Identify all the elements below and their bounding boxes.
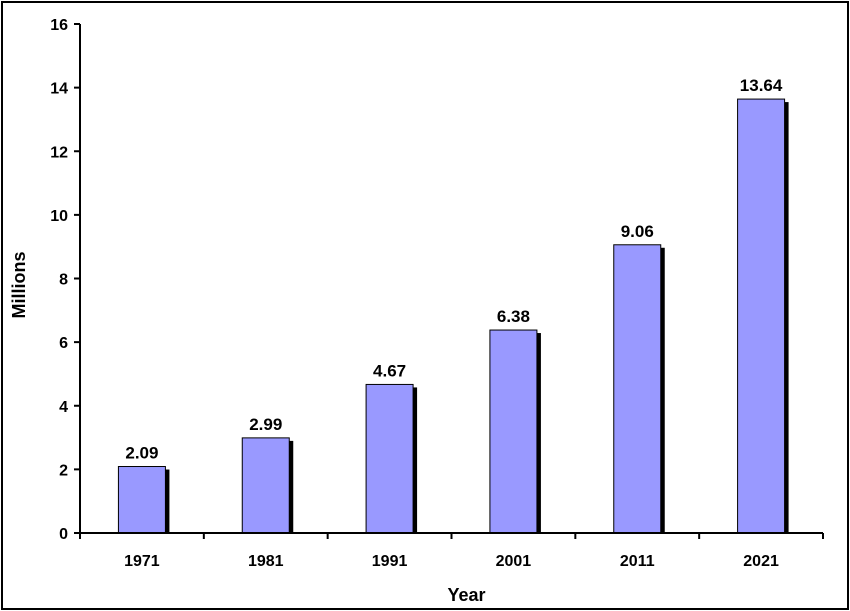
- x-tick-label: 1971: [124, 553, 160, 570]
- bars: [117, 98, 789, 534]
- x-tick-label: 1991: [372, 553, 408, 570]
- y-tick-label: 0: [59, 526, 68, 543]
- x-tick-label: 2021: [743, 553, 779, 570]
- data-label: 4.67: [373, 361, 406, 380]
- data-label: 6.38: [497, 307, 530, 326]
- y-tick-label: 16: [50, 17, 68, 34]
- data-label: 9.06: [621, 222, 654, 241]
- x-axis-title: Year: [447, 585, 485, 605]
- bar-1991: [365, 383, 414, 534]
- bar-2001: [489, 329, 538, 534]
- y-axis-title: Millions: [9, 252, 29, 319]
- y-tick-label: 8: [59, 272, 68, 289]
- bar-2011: [613, 244, 662, 534]
- bar-1981: [241, 437, 290, 534]
- x-axis-ticks: 1971 1981 1991 2001 2011 2021: [79, 533, 824, 570]
- y-tick-label: 14: [50, 81, 68, 98]
- x-tick-label: 1981: [248, 553, 284, 570]
- data-label: 2.09: [125, 444, 158, 463]
- y-tick-label: 10: [50, 208, 68, 225]
- y-tick-label: 6: [59, 335, 68, 352]
- y-axis-ticks: 0 2 4 6 8 10 12 14 16: [50, 17, 80, 543]
- data-label: 2.99: [249, 415, 282, 434]
- data-label: 13.64: [740, 76, 783, 95]
- y-tick-label: 12: [50, 144, 68, 161]
- data-labels: 2.09 2.99 4.67 6.38 9.06 13.64: [125, 76, 783, 462]
- bar-1971: [117, 466, 166, 534]
- x-tick-label: 2001: [496, 553, 532, 570]
- x-tick-label: 2011: [620, 553, 655, 570]
- bar-2021: [737, 98, 786, 534]
- y-tick-label: 2: [59, 462, 68, 479]
- bar-chart: 0 2 4 6 8 10 12 14 16 1971 1981 1991 2001 2011 2021 2…: [9, 17, 824, 605]
- y-tick-label: 4: [59, 399, 68, 416]
